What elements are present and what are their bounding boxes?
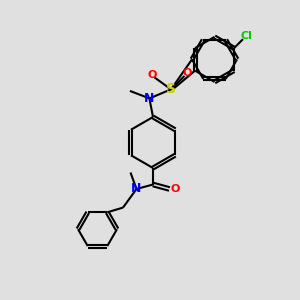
Text: S: S	[166, 82, 176, 96]
Text: O: O	[170, 184, 180, 194]
Text: O: O	[182, 68, 192, 78]
Text: N: N	[144, 92, 154, 105]
Text: O: O	[147, 70, 157, 80]
Text: Cl: Cl	[241, 31, 253, 40]
Text: N: N	[131, 182, 141, 196]
